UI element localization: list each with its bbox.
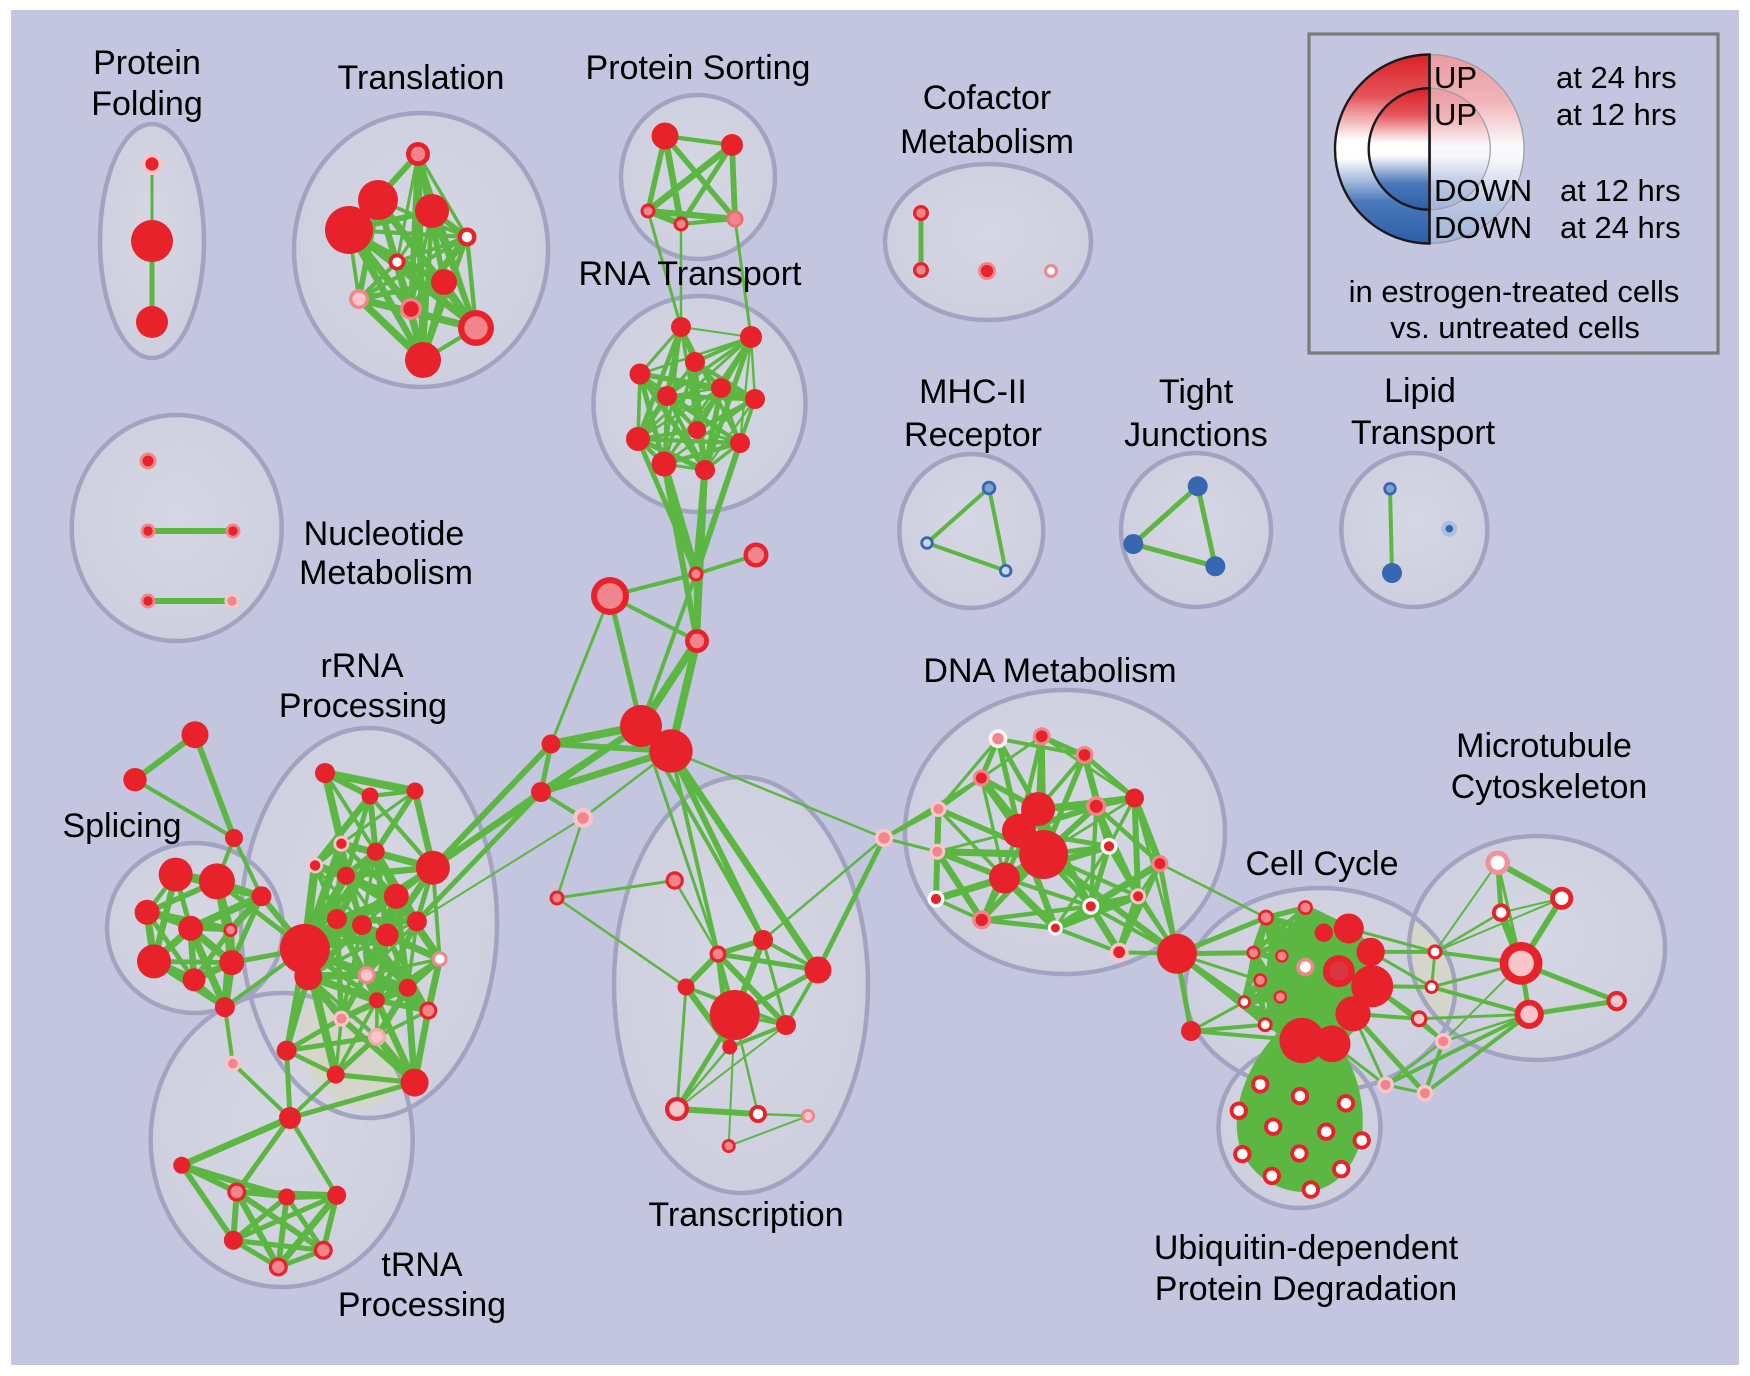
svg-text:Transport: Transport [1351, 414, 1496, 452]
svg-text:UP: UP [1434, 60, 1477, 95]
svg-text:Microtubule: Microtubule [1456, 727, 1632, 765]
svg-text:Cofactor: Cofactor [923, 79, 1052, 117]
svg-text:in estrogen-treated cells: in estrogen-treated cells [1349, 274, 1680, 309]
svg-text:Metabolism: Metabolism [900, 123, 1074, 161]
svg-text:at 24 hrs: at 24 hrs [1560, 210, 1681, 245]
svg-text:DOWN: DOWN [1434, 210, 1532, 245]
svg-text:Cytoskeleton: Cytoskeleton [1451, 768, 1648, 806]
svg-text:Processing: Processing [279, 687, 447, 725]
svg-text:Folding: Folding [91, 85, 203, 123]
svg-text:Metabolism: Metabolism [299, 554, 473, 592]
svg-text:Protein: Protein [93, 44, 201, 82]
svg-text:Lipid: Lipid [1384, 372, 1456, 410]
svg-text:at 24 hrs: at 24 hrs [1556, 60, 1677, 95]
svg-text:MHC-II: MHC-II [919, 373, 1027, 411]
svg-text:Receptor: Receptor [904, 416, 1042, 454]
svg-text:Nucleotide: Nucleotide [304, 515, 465, 553]
svg-text:at 12 hrs: at 12 hrs [1560, 173, 1681, 208]
svg-text:DOWN: DOWN [1434, 173, 1532, 208]
svg-text:at 12 hrs: at 12 hrs [1556, 97, 1677, 132]
svg-text:RNA Transport: RNA Transport [579, 255, 803, 293]
svg-text:Junctions: Junctions [1124, 416, 1268, 454]
svg-text:DNA Metabolism: DNA Metabolism [923, 652, 1176, 690]
svg-text:Ubiquitin-dependent: Ubiquitin-dependent [1154, 1229, 1459, 1267]
svg-text:vs. untreated cells: vs. untreated cells [1390, 310, 1640, 345]
svg-text:Splicing: Splicing [62, 807, 181, 845]
svg-text:Protein Sorting: Protein Sorting [586, 49, 811, 87]
svg-text:Cell Cycle: Cell Cycle [1245, 845, 1398, 883]
svg-text:Transcription: Transcription [648, 1196, 843, 1234]
svg-text:UP: UP [1434, 97, 1477, 132]
svg-text:Processing: Processing [338, 1286, 506, 1324]
svg-text:Protein Degradation: Protein Degradation [1155, 1270, 1457, 1308]
svg-text:tRNA: tRNA [381, 1246, 463, 1284]
svg-text:rRNA: rRNA [320, 647, 403, 685]
svg-text:Tight: Tight [1159, 373, 1234, 411]
svg-text:Translation: Translation [338, 59, 505, 97]
